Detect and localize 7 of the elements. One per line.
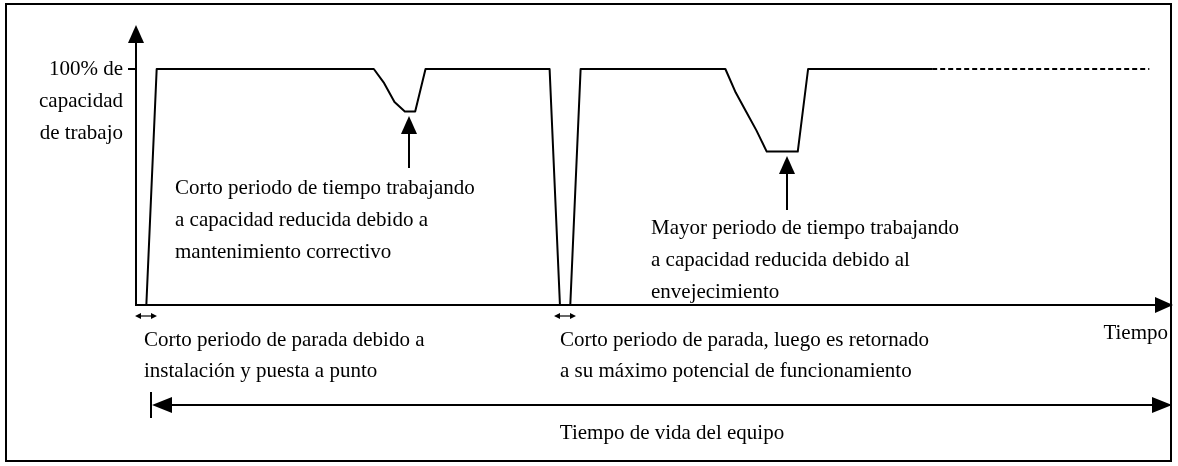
annotation: Mayor periodo de tiempo trabajando a capacidad reducida debido al envejecimiento (651, 214, 959, 303)
x-axis-title: Tiempo (1103, 319, 1168, 344)
annotation: Corto periodo de tiempo trabajando a capacidad reducida debido a mantenimiento correctivo (175, 174, 475, 263)
text: Tiempo de vida del equipo (559, 419, 785, 444)
text: Corto periodo de parada, luego es retornado a su máximo potencial de funcionamiento (560, 326, 930, 382)
text: 100% de capacidad de trabajo (39, 55, 124, 144)
text: Corto periodo de parada debido a instalación y puesta a punto (144, 326, 426, 382)
